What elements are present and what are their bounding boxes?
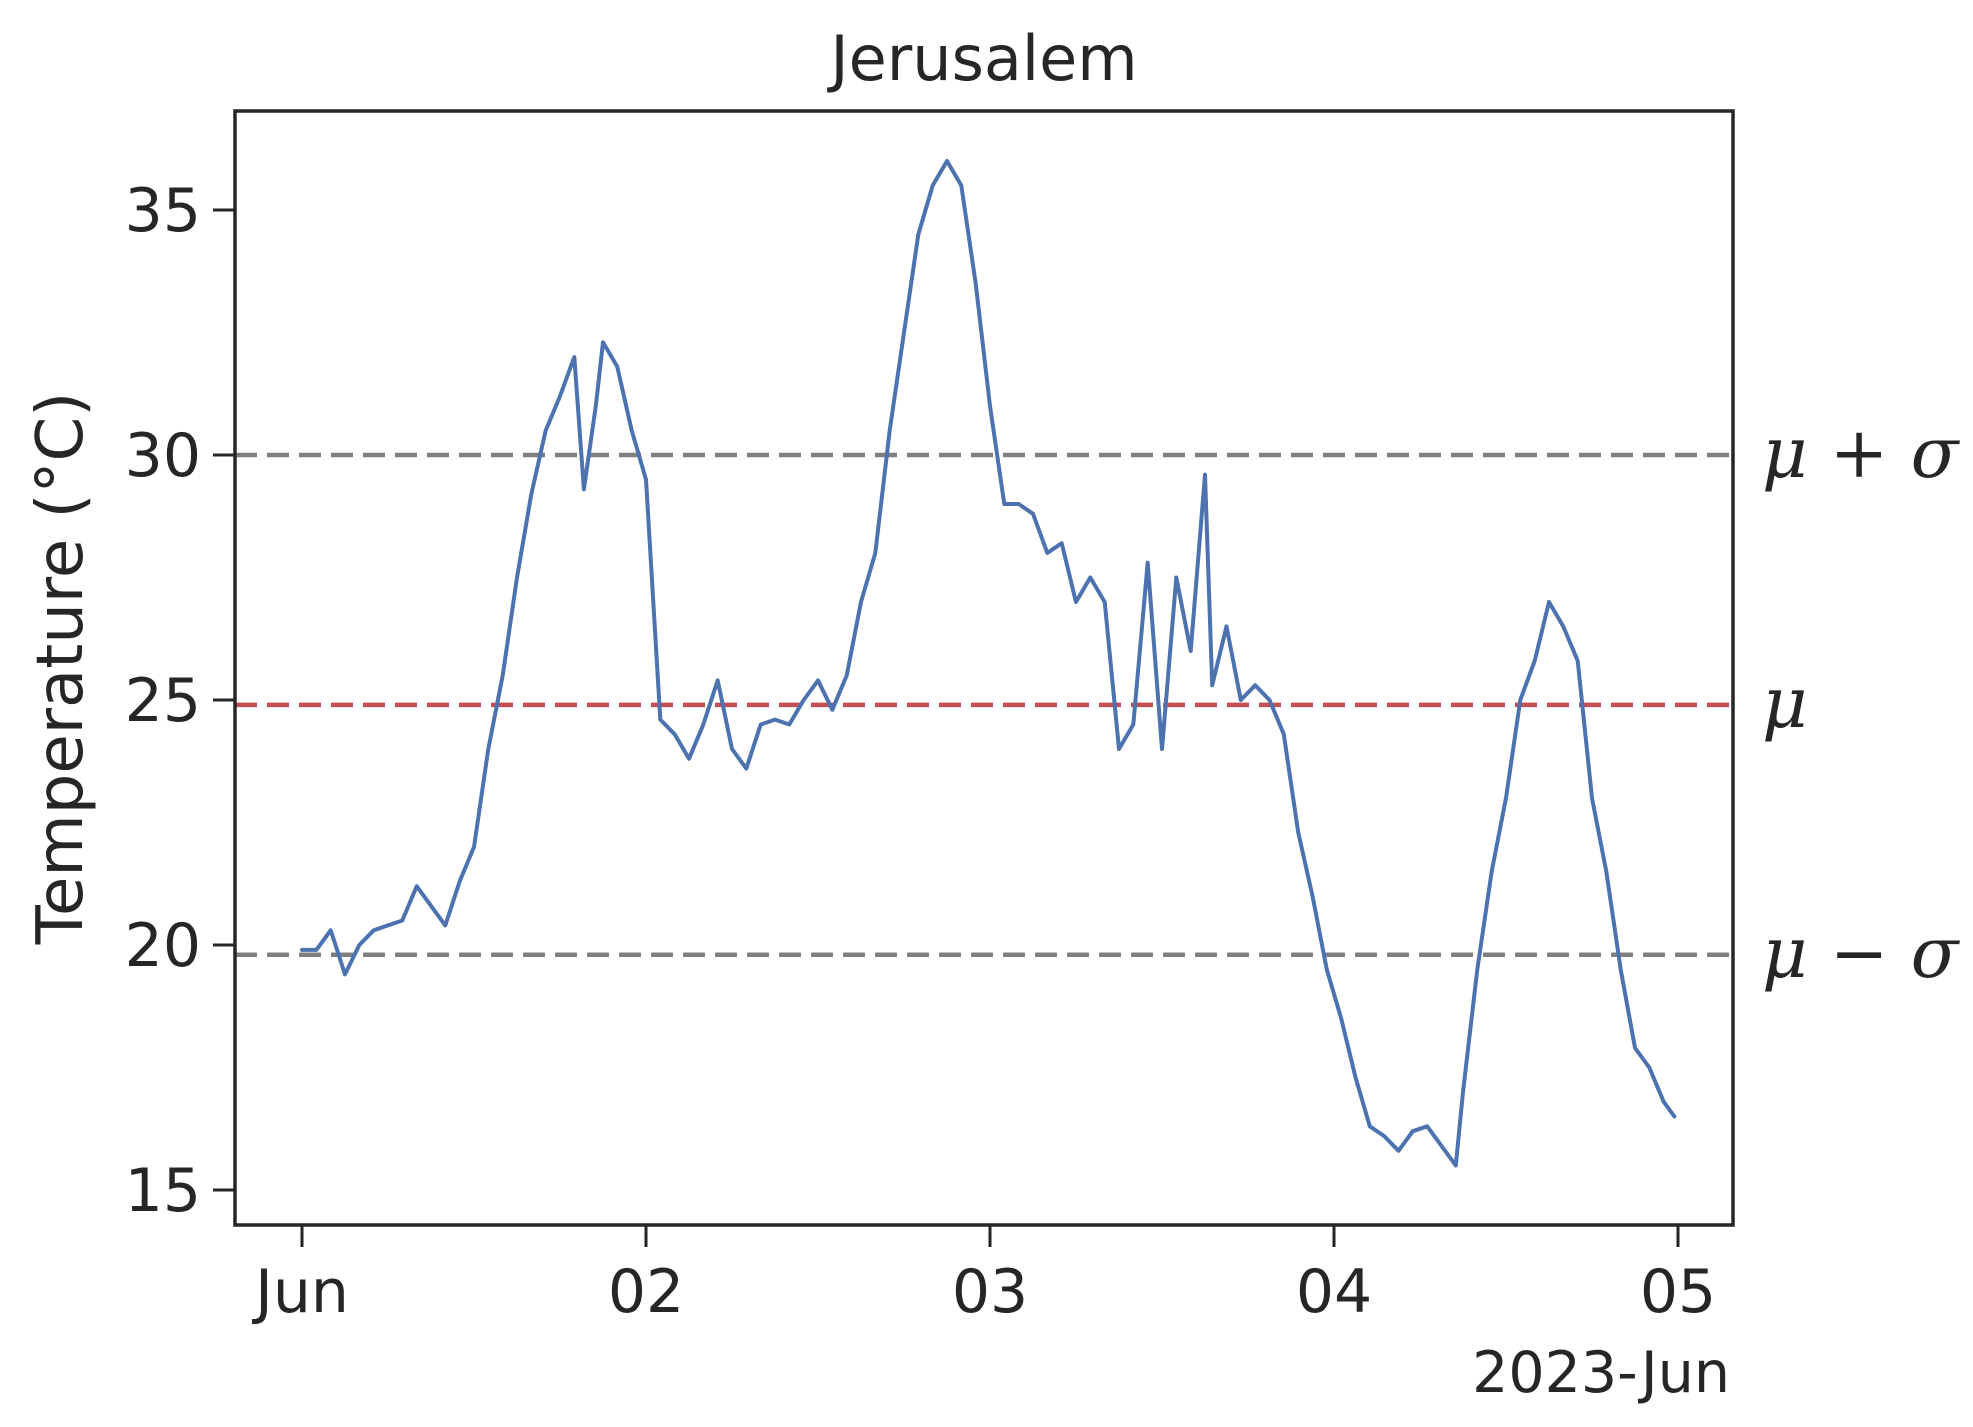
x-tick-label-2: 03 [952,1257,1028,1327]
reference-line-label-1: μ [1762,662,1808,744]
y-tick-label-20: 20 [125,911,201,981]
x-axis: Jun 02 03 04 05 [251,1225,1716,1327]
x-tick-label-1: 02 [608,1257,684,1327]
reference-lines: μ + σ μ μ − σ [235,412,1961,994]
x-tick-label-4: 05 [1640,1257,1716,1327]
y-axis: 15 20 25 30 35 [125,176,235,1226]
x-tick-label-3: 04 [1296,1257,1372,1327]
series-layer [300,159,1677,1168]
y-tick-label-25: 25 [125,666,201,736]
plot-frame [233,109,1735,1227]
y-axis-label: Temperature (°C) [24,392,98,945]
y-tick-label-30: 30 [125,421,201,491]
y-tick-label-35: 35 [125,176,201,246]
series-line-0 [300,159,1677,1168]
reference-line-label-0: μ + σ [1762,412,1961,494]
x-offset-label: 2023-Jun [1472,1340,1730,1406]
reference-line-label-2: μ − σ [1762,912,1961,994]
y-tick-label-15: 15 [125,1156,201,1226]
chart-title: Jerusalem [826,22,1137,95]
x-tick-label-0: Jun [251,1257,349,1327]
